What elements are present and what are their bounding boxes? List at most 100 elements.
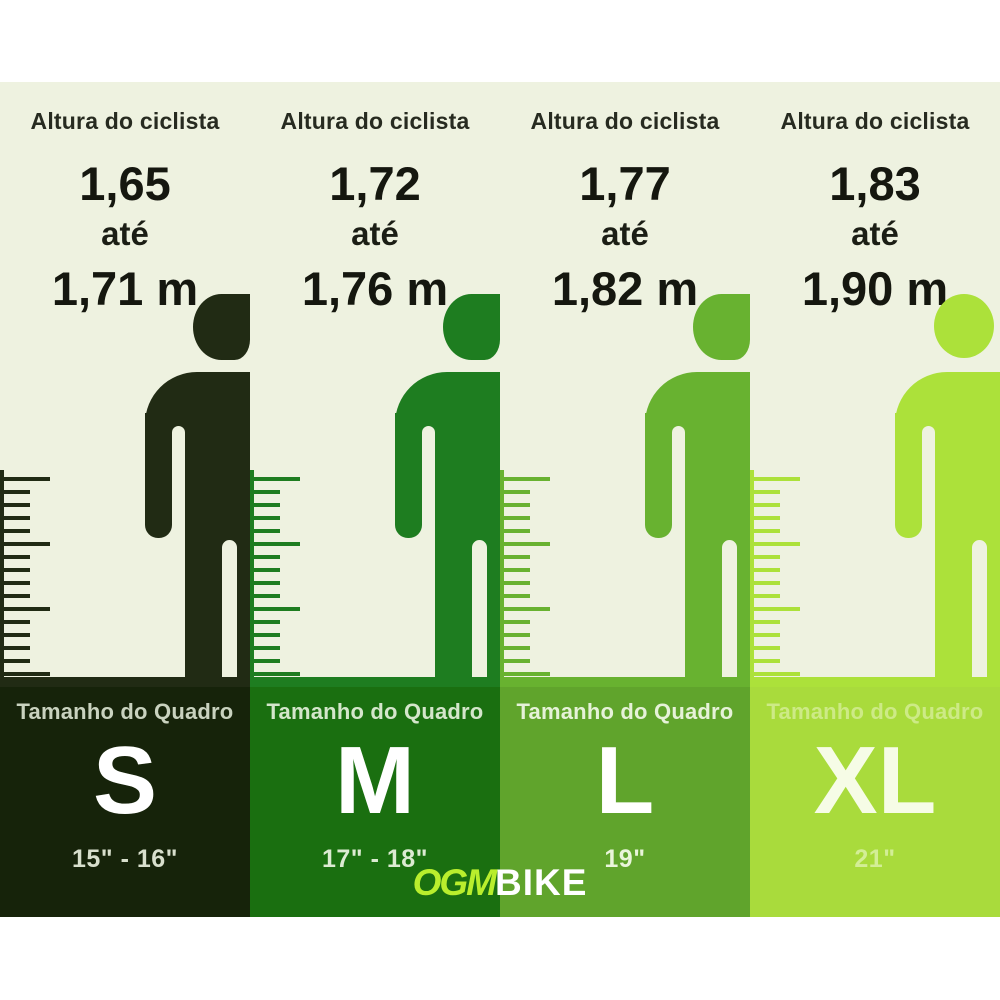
size-column-xl: Altura do ciclista 1,83 até 1,90 m Taman… bbox=[750, 82, 1000, 917]
figure-head bbox=[193, 294, 250, 360]
range-word: até bbox=[851, 215, 899, 252]
frame-size-letter: L bbox=[595, 727, 655, 834]
height-ruler-icon bbox=[250, 470, 306, 687]
ruler-tick bbox=[500, 620, 530, 624]
frame-size-inches: 15" - 16" bbox=[71, 845, 179, 873]
ruler-tick bbox=[750, 646, 780, 650]
frame-size-label: Tamanho do Quadro bbox=[16, 699, 234, 724]
height-from-value: 1,83 bbox=[829, 157, 921, 210]
figure-arm-gap bbox=[672, 426, 685, 544]
frame-size-inches: 17" - 18" bbox=[321, 845, 429, 873]
ruler-tick bbox=[500, 672, 550, 676]
ruler-tick bbox=[500, 633, 530, 637]
ruler-tick bbox=[250, 503, 280, 507]
height-from-value: 1,77 bbox=[579, 157, 671, 210]
height-from-value: 1,65 bbox=[79, 157, 171, 210]
ruler-tick bbox=[0, 607, 50, 611]
figure-leg-gap bbox=[972, 540, 987, 687]
ruler-baseline bbox=[500, 470, 504, 687]
ruler-tick bbox=[250, 568, 280, 572]
size-column-m: Altura do ciclista 1,72 até 1,76 m Taman… bbox=[250, 82, 500, 917]
height-from-value: 1,72 bbox=[329, 157, 421, 210]
ruler-tick bbox=[0, 672, 50, 676]
rider-height-label: Altura do ciclista bbox=[280, 108, 470, 134]
ruler-tick bbox=[250, 672, 300, 676]
ground-line bbox=[250, 677, 500, 687]
size-column-l: Altura do ciclista 1,77 até 1,82 m Taman… bbox=[500, 82, 750, 917]
ruler-tick bbox=[500, 542, 550, 546]
ruler-baseline bbox=[750, 470, 754, 687]
ruler-tick bbox=[250, 516, 280, 520]
ruler-tick bbox=[500, 594, 530, 598]
figure-arm bbox=[145, 413, 172, 538]
figure-leg-gap bbox=[222, 540, 237, 687]
ruler-tick bbox=[750, 620, 780, 624]
ruler-tick bbox=[0, 529, 30, 533]
ruler-tick bbox=[750, 581, 780, 585]
frame-size-letter: M bbox=[335, 727, 415, 834]
ruler-tick bbox=[750, 477, 800, 481]
brand-ogm-text: OGM bbox=[412, 862, 497, 903]
ruler-tick bbox=[0, 568, 30, 572]
ruler-tick bbox=[500, 516, 530, 520]
ruler-tick bbox=[0, 633, 30, 637]
cyclist-figure-icon bbox=[645, 293, 750, 687]
ruler-tick bbox=[500, 581, 530, 585]
cyclist-figure-icon bbox=[145, 293, 250, 687]
ruler-tick bbox=[750, 542, 800, 546]
figure-arm-gap bbox=[922, 426, 935, 544]
frame-size-panel: Tamanho do Quadro XL 21" bbox=[750, 687, 1000, 917]
figure-head bbox=[443, 294, 500, 360]
ruler-tick bbox=[0, 659, 30, 663]
ground-line bbox=[0, 677, 250, 687]
ruler-tick bbox=[750, 607, 800, 611]
ground-line bbox=[500, 677, 750, 687]
frame-size-label: Tamanho do Quadro bbox=[766, 699, 984, 724]
figure-torso bbox=[685, 433, 750, 687]
range-word: até bbox=[601, 215, 649, 252]
ruler-tick bbox=[500, 529, 530, 533]
ruler-tick bbox=[500, 490, 530, 494]
rider-height-label: Altura do ciclista bbox=[530, 108, 720, 134]
figure-leg-gap bbox=[722, 540, 737, 687]
figure-torso bbox=[185, 433, 250, 687]
figure-leg-gap bbox=[472, 540, 487, 687]
frame-size-panel: Tamanho do Quadro M 17" - 18" bbox=[250, 687, 500, 917]
ruler-tick bbox=[250, 477, 300, 481]
cyclist-figure-icon bbox=[895, 293, 1000, 687]
ruler-tick bbox=[750, 659, 780, 663]
ruler-baseline bbox=[0, 470, 4, 687]
ruler-tick bbox=[500, 646, 530, 650]
ruler-tick bbox=[250, 529, 280, 533]
frame-size-label: Tamanho do Quadro bbox=[266, 699, 484, 724]
ruler-tick bbox=[500, 607, 550, 611]
ground-line bbox=[750, 677, 1000, 687]
ruler-tick bbox=[500, 503, 530, 507]
figure-head bbox=[693, 294, 750, 360]
range-word: até bbox=[101, 215, 149, 252]
ruler-tick bbox=[0, 490, 30, 494]
ruler-tick bbox=[250, 620, 280, 624]
frame-size-letter: XL bbox=[813, 727, 937, 834]
ruler-tick bbox=[750, 503, 780, 507]
ruler-tick bbox=[250, 633, 280, 637]
ruler-tick bbox=[750, 516, 780, 520]
ruler-tick bbox=[750, 633, 780, 637]
height-ruler-icon bbox=[750, 470, 806, 687]
ruler-tick bbox=[500, 568, 530, 572]
rider-height-label: Altura do ciclista bbox=[780, 108, 970, 134]
ruler-tick bbox=[500, 477, 550, 481]
brand-logo: OGMBIKE bbox=[0, 864, 1000, 901]
ruler-tick bbox=[750, 568, 780, 572]
ruler-tick bbox=[750, 594, 780, 598]
ruler-tick bbox=[250, 581, 280, 585]
height-ruler-icon bbox=[500, 470, 556, 687]
ruler-tick bbox=[500, 659, 530, 663]
ruler-tick bbox=[250, 542, 300, 546]
ruler-tick bbox=[250, 594, 280, 598]
ruler-baseline bbox=[250, 470, 254, 687]
frame-size-panel: Tamanho do Quadro S 15" - 16" bbox=[0, 687, 250, 917]
ruler-tick bbox=[750, 672, 800, 676]
frame-size-letter: S bbox=[92, 727, 158, 834]
